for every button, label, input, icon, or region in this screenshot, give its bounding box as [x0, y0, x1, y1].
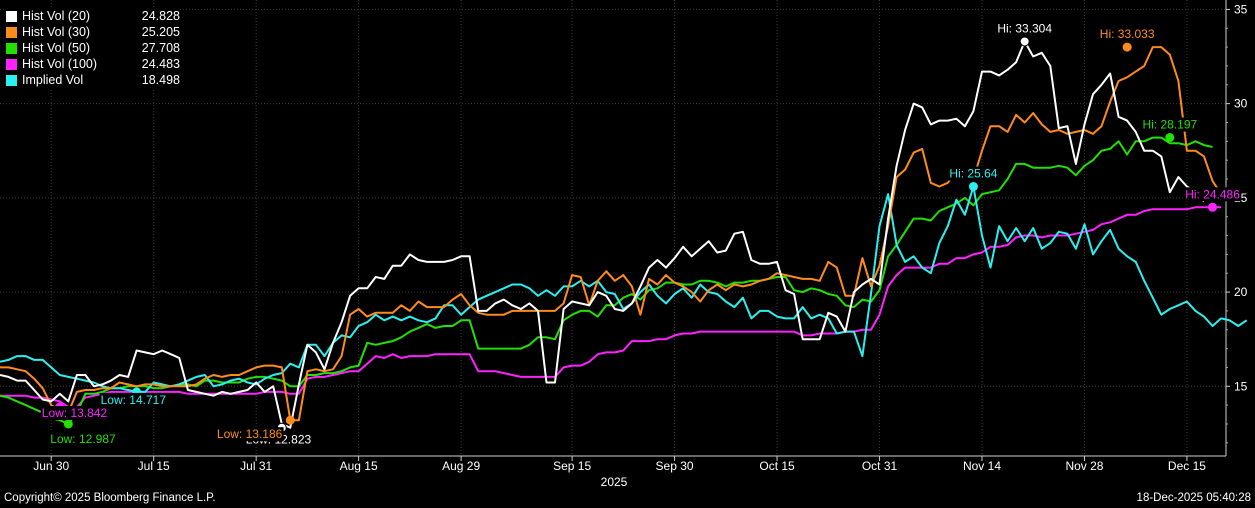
legend-swatch — [6, 58, 17, 70]
annotation-label-bg — [1184, 187, 1242, 202]
legend-swatch — [6, 10, 17, 22]
extreme-marker — [285, 415, 295, 425]
legend-swatch — [6, 42, 17, 54]
legend-series-value: 27.708 — [141, 41, 180, 55]
legend-series-value: 18.498 — [141, 73, 180, 87]
legend-item: Hist Vol (100) 24.483 — [6, 56, 180, 72]
copyright-text: Copyright© 2025 Bloomberg Finance L.P. — [4, 492, 216, 504]
annotation-label-bg — [99, 392, 168, 407]
annotation-label: Hi: 28.197 — [1142, 118, 1197, 132]
y-tick-label: 30 — [1234, 97, 1248, 111]
timestamp-text: 18-Dec-2025 05:40:28 — [1136, 492, 1251, 504]
legend-series-name: Hist Vol (30) — [22, 25, 91, 39]
legend-swatch — [6, 26, 17, 38]
annotation-label: Low: 13.186 — [217, 427, 283, 441]
y-tick-label: 35 — [1234, 2, 1248, 16]
annotation-label: Low: 14.717 — [101, 393, 167, 407]
annotation-label: Low: 13.842 — [42, 406, 108, 420]
extreme-marker — [63, 419, 73, 429]
x-tick-label: Oct 15 — [759, 459, 795, 473]
legend-series-name: Hist Vol (100) — [22, 57, 98, 71]
legend-series-value: 24.483 — [141, 57, 180, 71]
x-tick-label: Nov 28 — [1065, 459, 1103, 473]
legend-item: Hist Vol (30) 25.205 — [6, 24, 180, 40]
annotation-label-bg — [1098, 27, 1156, 42]
annotation-label-bg — [49, 431, 118, 446]
series-line — [0, 185, 1248, 393]
x-tick-label: Aug 15 — [340, 459, 378, 473]
x-tick-label: Jul 15 — [138, 459, 170, 473]
series-line — [0, 136, 1213, 425]
x-tick-label: Sep 30 — [656, 459, 694, 473]
series-line — [0, 46, 1222, 422]
y-tick-label: 20 — [1234, 285, 1248, 299]
annotation-label-bg — [215, 427, 284, 442]
annotation-label: Low: 12.987 — [50, 432, 116, 446]
annotation-label-bg — [948, 166, 999, 181]
x-tick-label: Nov 14 — [963, 459, 1001, 473]
annotation-label: Hi: 33.033 — [1100, 27, 1155, 41]
extreme-marker — [968, 182, 978, 192]
legend-series-name: Hist Vol (50) — [22, 41, 91, 55]
extreme-marker — [1122, 42, 1132, 52]
legend-item: Implied Vol 18.498 — [6, 72, 180, 88]
extreme-marker — [1019, 36, 1030, 47]
x-tick-label: Jun 30 — [33, 459, 69, 473]
annotation-label-bg — [40, 406, 109, 421]
extreme-marker — [1208, 202, 1218, 212]
x-tick-label: Sep 15 — [553, 459, 591, 473]
legend-series-name: Implied Vol — [22, 73, 84, 87]
annotation-label: Hi: 33.304 — [997, 21, 1052, 35]
extreme-marker — [1165, 133, 1175, 143]
legend-series-value: 24.828 — [141, 9, 180, 23]
x-tick-label: Dec 15 — [1168, 459, 1206, 473]
legend-item: Hist Vol (50) 27.708 — [6, 40, 180, 56]
legend-series-name: Hist Vol (20) — [22, 9, 91, 23]
y-tick-label: 15 — [1234, 379, 1248, 393]
legend-swatch — [6, 74, 17, 86]
annotation-label: Hi: 24.486 — [1185, 187, 1240, 201]
annotation-label-bg — [1141, 117, 1199, 132]
x-tick-label: Jul 31 — [240, 459, 272, 473]
x-tick-label: Aug 29 — [442, 459, 480, 473]
annotation-label: Hi: 25.64 — [949, 167, 997, 181]
series-line — [0, 40, 1205, 429]
x-tick-label: Oct 31 — [862, 459, 898, 473]
annotation-label-bg — [996, 21, 1054, 36]
chart-legend: Hist Vol (20) 24.828 Hist Vol (30) 25.20… — [6, 8, 180, 88]
x-year-label: 2025 — [601, 475, 628, 489]
legend-series-value: 25.205 — [141, 25, 180, 39]
legend-item: Hist Vol (20) 24.828 — [6, 8, 180, 24]
